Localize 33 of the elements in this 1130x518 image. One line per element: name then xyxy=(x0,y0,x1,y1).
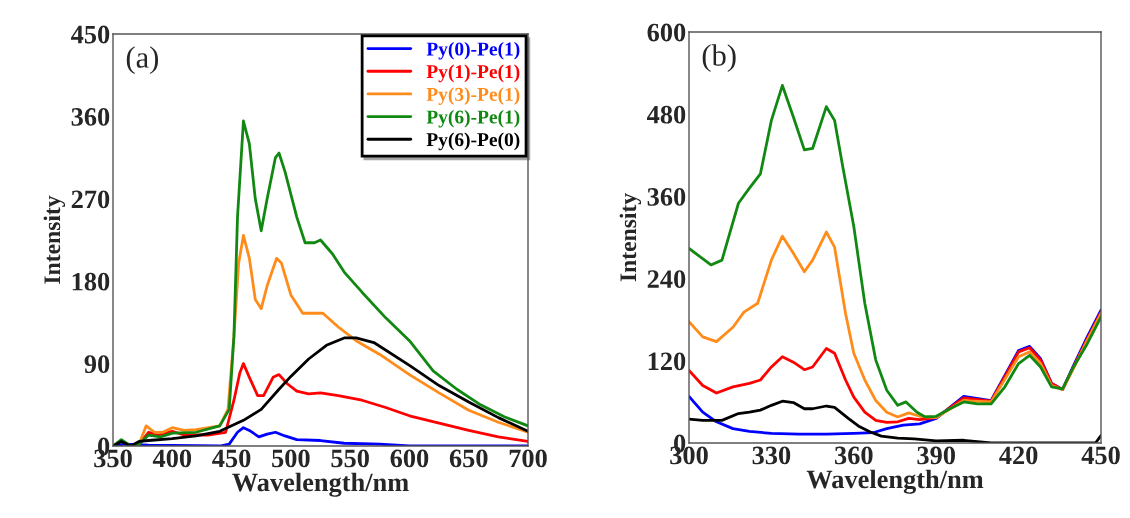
legend-label: Py(3)-Pe(1) xyxy=(426,87,520,105)
annotation: (a) xyxy=(126,46,159,75)
x-axis-title: Wavelength/nm xyxy=(232,472,409,497)
legend-label: Py(6)-Pe(0) xyxy=(426,132,520,151)
x-tick-label: 450 xyxy=(1081,446,1120,465)
y-tick-label: 270 xyxy=(71,190,110,209)
y-tick-label: 120 xyxy=(648,352,686,371)
x-tick-label: 550 xyxy=(331,449,369,468)
y-tick-label: 240 xyxy=(647,270,686,289)
x-tick-label: 500 xyxy=(272,449,310,468)
legend-label: Py(1)-Pe(1) xyxy=(426,64,520,83)
y-tick-label: 180 xyxy=(72,272,110,291)
y-tick-label: 480 xyxy=(647,105,686,124)
x-tick-label: 700 xyxy=(509,449,547,468)
legend-label: Py(0)-Pe(1) xyxy=(426,41,520,60)
y-axis-title: Intensity xyxy=(43,195,66,284)
annotation: (b) xyxy=(702,44,736,73)
y-axis-title: Intensity xyxy=(619,193,642,282)
y-tick-label: 360 xyxy=(647,188,686,206)
y-tick-label: 90 xyxy=(84,355,110,374)
x-tick-label: 650 xyxy=(449,449,488,468)
x-tick-label: 450 xyxy=(212,449,251,468)
x-axis-title: Wavelength/nm xyxy=(806,469,984,494)
x-tick-label: 600 xyxy=(390,449,429,468)
y-tick-label: 450 xyxy=(71,25,110,44)
x-tick-label: 390 xyxy=(917,446,955,465)
x-tick-label: 360 xyxy=(835,446,873,465)
x-tick-label: 420 xyxy=(999,446,1038,465)
y-tick-label: 600 xyxy=(647,23,686,42)
legend-label: Py(6)-Pe(1) xyxy=(426,109,520,128)
x-tick-label: 400 xyxy=(152,449,192,468)
x-tick-label: 330 xyxy=(752,446,791,465)
y-tick-label: 360 xyxy=(71,108,110,126)
